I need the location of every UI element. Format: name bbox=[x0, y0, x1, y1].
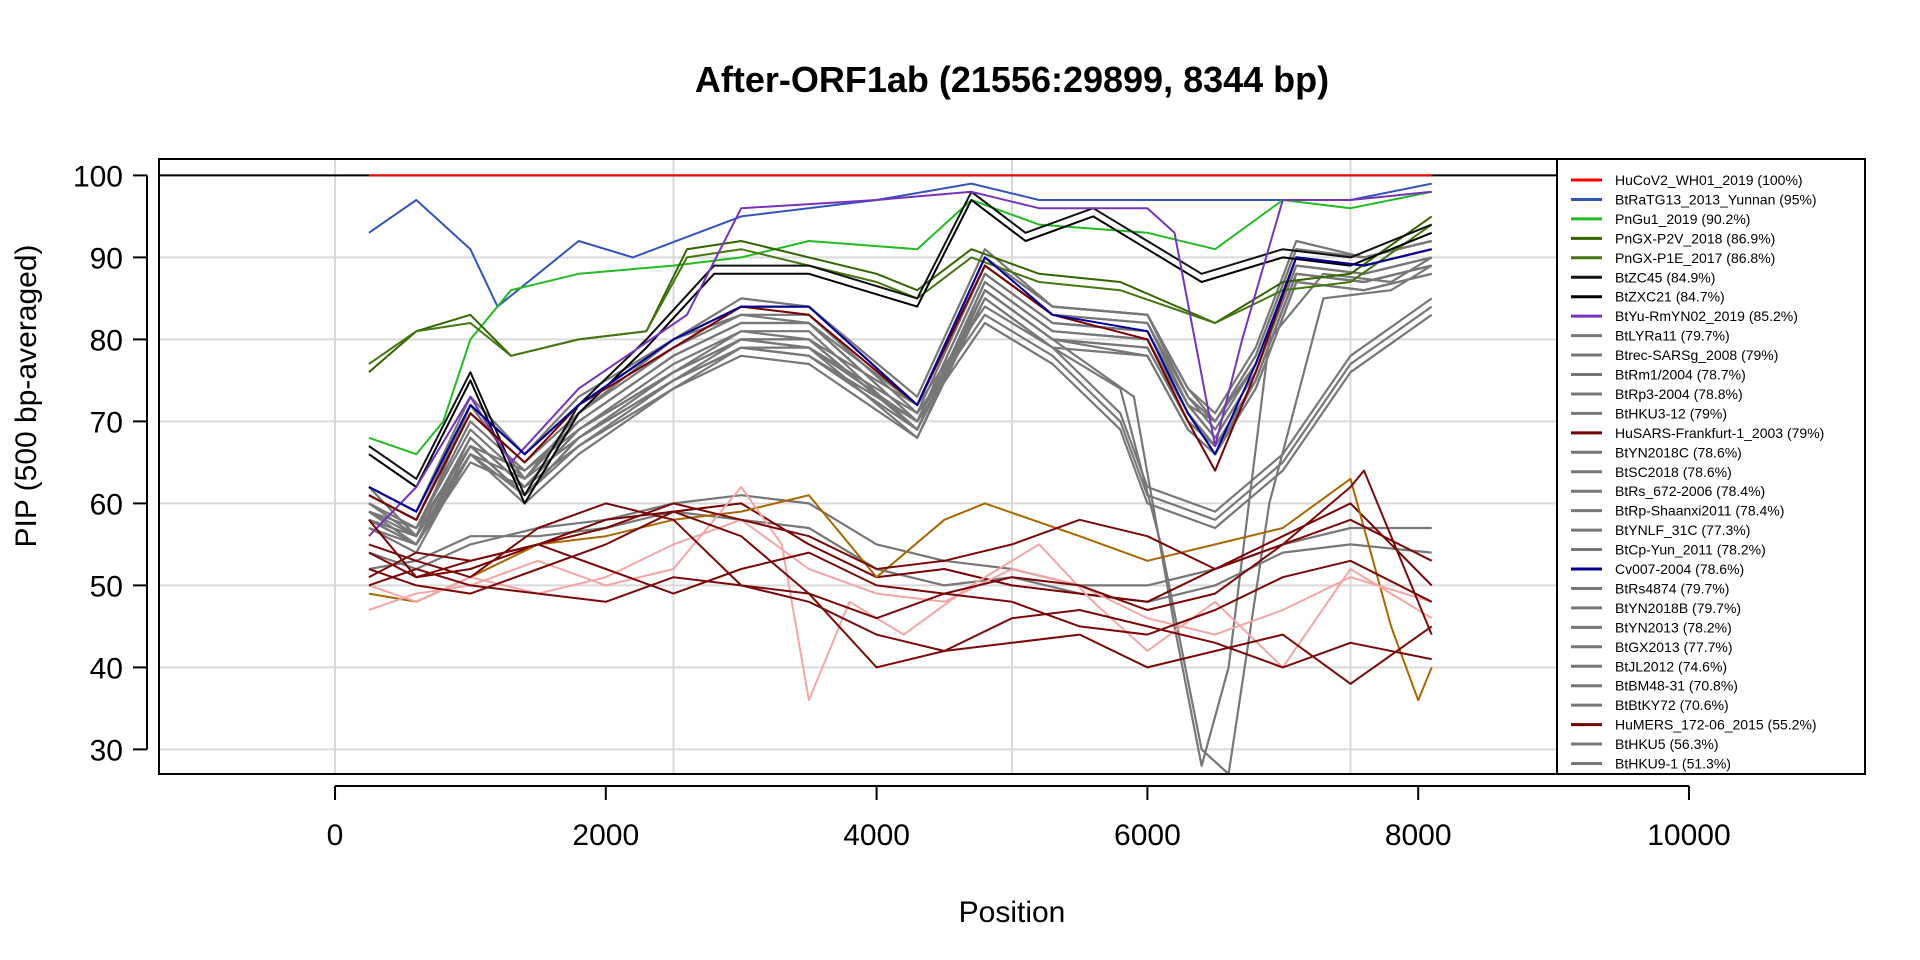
legend-label: BtRm1/2004 (78.7%) bbox=[1615, 367, 1746, 383]
series-line bbox=[368, 248, 1432, 513]
y-tick-label: 70 bbox=[90, 406, 123, 439]
series-line bbox=[368, 264, 1432, 538]
series-line bbox=[368, 215, 1433, 373]
series-group bbox=[368, 174, 1433, 774]
y-tick-label: 90 bbox=[90, 242, 123, 275]
legend-label: BtHKU3-12 (79%) bbox=[1615, 405, 1727, 421]
axes: 0 2000 4000 6000 8000 10000 30 40 50 60 70 80 90 100 bbox=[73, 158, 1866, 852]
x-tick-label: 2000 bbox=[572, 819, 639, 852]
legend-label: BtZXC21 (84.7%) bbox=[1615, 289, 1725, 305]
legend-label: HuMERS_172-06_2015 (55.2%) bbox=[1615, 717, 1817, 733]
y-tick-label: 80 bbox=[90, 324, 123, 357]
legend-box bbox=[1556, 158, 1866, 775]
legend: HuCoV2_WH01_2019 (100%) BtRaTG13_2013_Yun… bbox=[1556, 158, 1866, 775]
legend-label: BtRs4874 (79.7%) bbox=[1615, 580, 1729, 596]
legend-label: BtHKU5 (56.3%) bbox=[1615, 736, 1718, 752]
series-line bbox=[368, 190, 1432, 537]
x-tick-label: 4000 bbox=[843, 819, 910, 852]
legend-label: BtYNLF_31C (77.3%) bbox=[1615, 522, 1750, 538]
legend-label: BtSC2018 (78.6%) bbox=[1615, 464, 1732, 480]
series-line bbox=[368, 223, 1433, 365]
series-line bbox=[368, 469, 1433, 635]
legend-label: Cv007-2004 (78.6%) bbox=[1615, 561, 1744, 577]
series-line bbox=[368, 486, 1433, 702]
y-tick-label: 40 bbox=[90, 652, 123, 685]
x-tick-label: 6000 bbox=[1114, 819, 1181, 852]
legend-label: PnGu1_2019 (90.2%) bbox=[1615, 211, 1750, 227]
series-line bbox=[368, 256, 1433, 767]
legend-label: BtYu-RmYN02_2019 (85.2%) bbox=[1615, 308, 1798, 324]
legend-label: BtBtKY72 (70.6%) bbox=[1615, 697, 1729, 713]
legend-label: BtLYRa11 (79.7%) bbox=[1615, 328, 1730, 344]
series-line bbox=[368, 248, 1432, 521]
legend-label: BtGX2013 (77.7%) bbox=[1615, 639, 1733, 655]
x-tick-label: 8000 bbox=[1385, 819, 1452, 852]
grid bbox=[159, 159, 1690, 774]
legend-label: BtYN2013 (78.2%) bbox=[1615, 619, 1732, 635]
legend-label: BtCp-Yun_2011 (78.2%) bbox=[1615, 542, 1766, 558]
x-tick-label: 10000 bbox=[1647, 819, 1730, 852]
legend-label: BtBM48-31 (70.8%) bbox=[1615, 678, 1738, 694]
legend-label: HuCoV2_WH01_2019 (100%) bbox=[1615, 172, 1803, 188]
series-line bbox=[368, 190, 1432, 456]
y-tick-label: 30 bbox=[90, 734, 123, 767]
legend-label: BtRs_672-2006 (78.4%) bbox=[1615, 483, 1765, 499]
x-tick-label: 0 bbox=[327, 819, 344, 852]
chart-title: After-ORF1ab (21556:29899, 8344 bp) bbox=[695, 59, 1329, 100]
series-line bbox=[368, 510, 1433, 685]
legend-label: BtRp3-2004 (78.8%) bbox=[1615, 386, 1743, 402]
x-axis-label: Position bbox=[959, 896, 1066, 929]
y-tick-label: 50 bbox=[90, 570, 123, 603]
series-layer bbox=[368, 174, 1433, 774]
legend-label: BtYN2018B (79.7%) bbox=[1615, 600, 1741, 616]
series-line bbox=[368, 502, 1433, 636]
legend-label: PnGX-P1E_2017 (86.8%) bbox=[1615, 250, 1775, 266]
legend-label: BtRp-Shaanxi2011 (78.4%) bbox=[1615, 503, 1784, 519]
series-line bbox=[368, 568, 1432, 669]
legend-label: BtZC45 (84.9%) bbox=[1615, 269, 1715, 285]
legend-label: PnGX-P2V_2018 (86.9%) bbox=[1615, 230, 1775, 246]
series-line bbox=[368, 264, 1433, 774]
legend-label: BtRaTG13_2013_Yunnan (95%) bbox=[1615, 191, 1817, 207]
series-line bbox=[368, 305, 1433, 538]
y-tick-label: 60 bbox=[90, 488, 123, 521]
legend-label: BtHKU9-1 (51.3%) bbox=[1615, 756, 1731, 772]
series-line bbox=[368, 199, 1433, 505]
legend-label: Btrec-SARSg_2008 (79%) bbox=[1615, 347, 1778, 363]
legend-label: HuSARS-Frankfurt-1_2003 (79%) bbox=[1615, 425, 1824, 441]
y-axis-label: PIP (500 bp-averaged) bbox=[10, 245, 43, 548]
legend-label: BtYN2018C (78.6%) bbox=[1615, 444, 1742, 460]
series-line bbox=[368, 313, 1433, 546]
series-line bbox=[368, 182, 1432, 308]
y-tick-label: 100 bbox=[73, 160, 123, 193]
series-line bbox=[368, 518, 1432, 636]
legend-label: BtJL2012 (74.6%) bbox=[1615, 658, 1727, 674]
